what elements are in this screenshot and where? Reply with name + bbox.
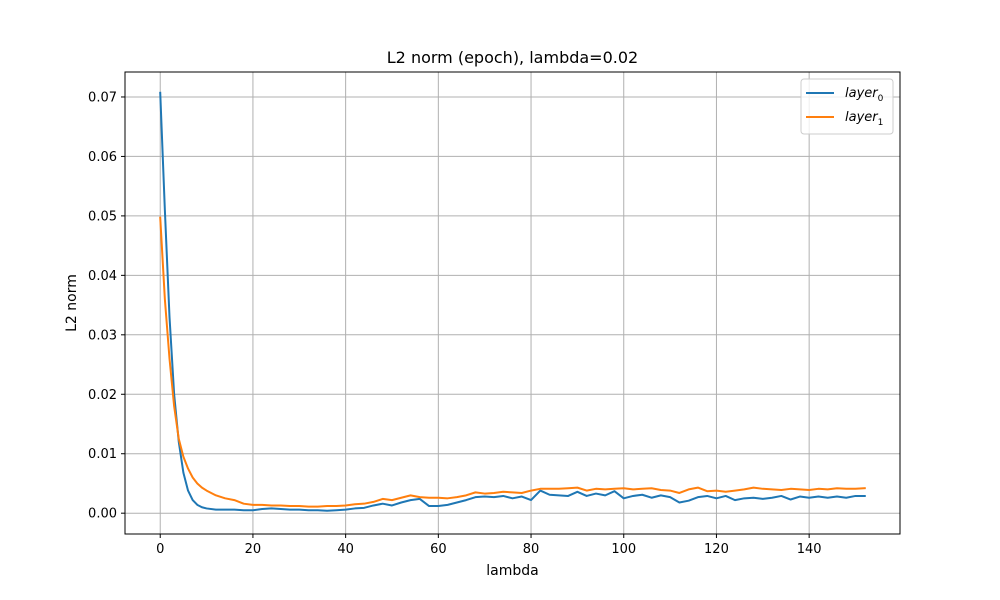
grid-lines <box>125 72 900 534</box>
y-tick-label: 0.03 <box>88 328 117 343</box>
series-layer <box>159 91 866 512</box>
x-tick-label: 80 <box>523 542 540 557</box>
y-tick-label: 0.02 <box>88 388 117 403</box>
series-line-layer1 <box>159 216 866 508</box>
y-axis: 0.00 0.01 0.02 0.03 0.04 0.05 0.06 0.07 <box>88 90 125 522</box>
y-tick-label: 0.07 <box>88 90 117 105</box>
y-tick-label: 0.05 <box>88 209 117 224</box>
x-tick-label: 20 <box>245 542 262 557</box>
chart-title: L2 norm (epoch), lambda=0.02 <box>387 48 638 67</box>
x-tick-label: 140 <box>797 542 822 557</box>
legend-label-layer0: layer0 <box>845 86 884 104</box>
y-tick-label: 0.00 <box>88 507 117 522</box>
x-tick-label: 60 <box>430 542 447 557</box>
x-tick-label: 0 <box>156 542 164 557</box>
legend: layer0 layer1 <box>800 78 894 135</box>
x-axis: 0 20 40 60 80 100 120 140 <box>156 534 822 557</box>
x-tick-label: 120 <box>704 542 729 557</box>
legend-label-layer1: layer1 <box>845 110 883 128</box>
y-tick-label: 0.04 <box>88 269 117 284</box>
series-line-layer0 <box>159 91 866 512</box>
y-axis-title: L2 norm <box>64 274 80 332</box>
plot-frame <box>124 71 901 535</box>
x-tick-label: 100 <box>611 542 636 557</box>
x-axis-title: lambda <box>486 563 538 579</box>
x-tick-label: 40 <box>337 542 354 557</box>
y-tick-label: 0.01 <box>88 447 117 462</box>
y-tick-label: 0.06 <box>88 150 117 165</box>
